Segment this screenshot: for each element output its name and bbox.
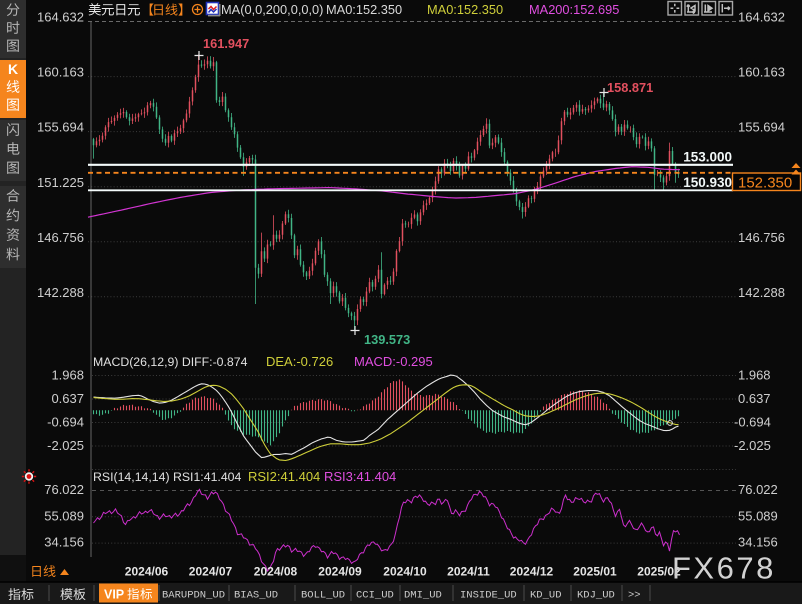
svg-text:142.288: 142.288 — [738, 285, 785, 300]
svg-text:BARUPDN_UD: BARUPDN_UD — [162, 590, 225, 602]
svg-text:-2.025: -2.025 — [47, 438, 84, 453]
svg-text:2024/09: 2024/09 — [318, 565, 362, 579]
svg-text:76.022: 76.022 — [738, 482, 778, 497]
svg-text:160.163: 160.163 — [738, 65, 785, 80]
svg-text:158.871: 158.871 — [607, 80, 653, 95]
svg-text:2025/01: 2025/01 — [573, 565, 617, 579]
svg-text:146.756: 146.756 — [738, 230, 785, 245]
svg-text:2024/07: 2024/07 — [189, 565, 233, 579]
svg-text:INSIDE_UD: INSIDE_UD — [460, 590, 517, 602]
svg-text:BOLL_UD: BOLL_UD — [301, 590, 345, 602]
svg-text:2024/08: 2024/08 — [254, 565, 298, 579]
svg-text:RSI3:41.404: RSI3:41.404 — [324, 469, 396, 484]
svg-text:MA0:152.350: MA0:152.350 — [326, 2, 402, 17]
svg-text:164.632: 164.632 — [738, 10, 785, 25]
svg-text:>>: >> — [628, 590, 641, 602]
svg-text:55.089: 55.089 — [44, 508, 84, 523]
svg-text:151.225: 151.225 — [37, 175, 84, 190]
svg-text:2024/12: 2024/12 — [510, 565, 554, 579]
svg-text:2025/02: 2025/02 — [637, 565, 681, 579]
svg-text:K: K — [8, 61, 18, 77]
svg-text:MA0:152.350: MA0:152.350 — [427, 2, 503, 17]
svg-text:MACD:-0.295: MACD:-0.295 — [354, 354, 433, 369]
svg-text:2024/10: 2024/10 — [383, 565, 427, 579]
svg-text:BIAS_UD: BIAS_UD — [234, 590, 278, 602]
svg-text:152.350: 152.350 — [738, 175, 792, 192]
svg-text:0.637: 0.637 — [51, 391, 84, 406]
svg-text:142.288: 142.288 — [37, 285, 84, 300]
svg-text:150.930: 150.930 — [683, 175, 732, 190]
svg-text:CCI_UD: CCI_UD — [356, 590, 394, 602]
svg-text:KD_UD: KD_UD — [530, 590, 562, 602]
svg-text:153.000: 153.000 — [683, 150, 732, 165]
svg-text:RSI(14,14,14) RSI1:41.404: RSI(14,14,14) RSI1:41.404 — [93, 470, 241, 484]
svg-text:MA(0,0,200,0,0,0): MA(0,0,200,0,0,0) — [221, 2, 323, 17]
svg-text:-0.694: -0.694 — [734, 415, 771, 430]
svg-text:KDJ_UD: KDJ_UD — [577, 590, 615, 602]
svg-text:-2.025: -2.025 — [734, 438, 771, 453]
svg-text:55.089: 55.089 — [738, 508, 778, 523]
svg-text:2024/11: 2024/11 — [447, 565, 490, 579]
svg-text:DMI_UD: DMI_UD — [404, 590, 442, 602]
svg-text:DEA:-0.726: DEA:-0.726 — [266, 354, 333, 369]
svg-text:164.632: 164.632 — [37, 10, 84, 25]
svg-text:155.694: 155.694 — [738, 120, 785, 135]
svg-text:155.694: 155.694 — [37, 120, 84, 135]
svg-text:-0.694: -0.694 — [47, 415, 84, 430]
svg-text:34.156: 34.156 — [738, 535, 778, 550]
svg-text:RSI2:41.404: RSI2:41.404 — [248, 469, 320, 484]
svg-text:1.968: 1.968 — [738, 368, 771, 383]
svg-text:MACD(26,12,9) DIFF:-0.874: MACD(26,12,9) DIFF:-0.874 — [93, 355, 248, 369]
svg-text:76.022: 76.022 — [44, 482, 84, 497]
svg-text:34.156: 34.156 — [44, 535, 84, 550]
svg-text:MA200:152.695: MA200:152.695 — [529, 2, 619, 17]
svg-text:1.968: 1.968 — [51, 368, 84, 383]
svg-text:160.163: 160.163 — [37, 65, 84, 80]
svg-text:161.947: 161.947 — [203, 36, 249, 51]
svg-text:0.637: 0.637 — [738, 391, 771, 406]
svg-text:VIP: VIP — [104, 588, 124, 602]
svg-text:2024/06: 2024/06 — [125, 565, 169, 579]
svg-text:146.756: 146.756 — [37, 230, 84, 245]
svg-text:FX678: FX678 — [672, 551, 776, 586]
svg-text:139.573: 139.573 — [364, 332, 410, 347]
